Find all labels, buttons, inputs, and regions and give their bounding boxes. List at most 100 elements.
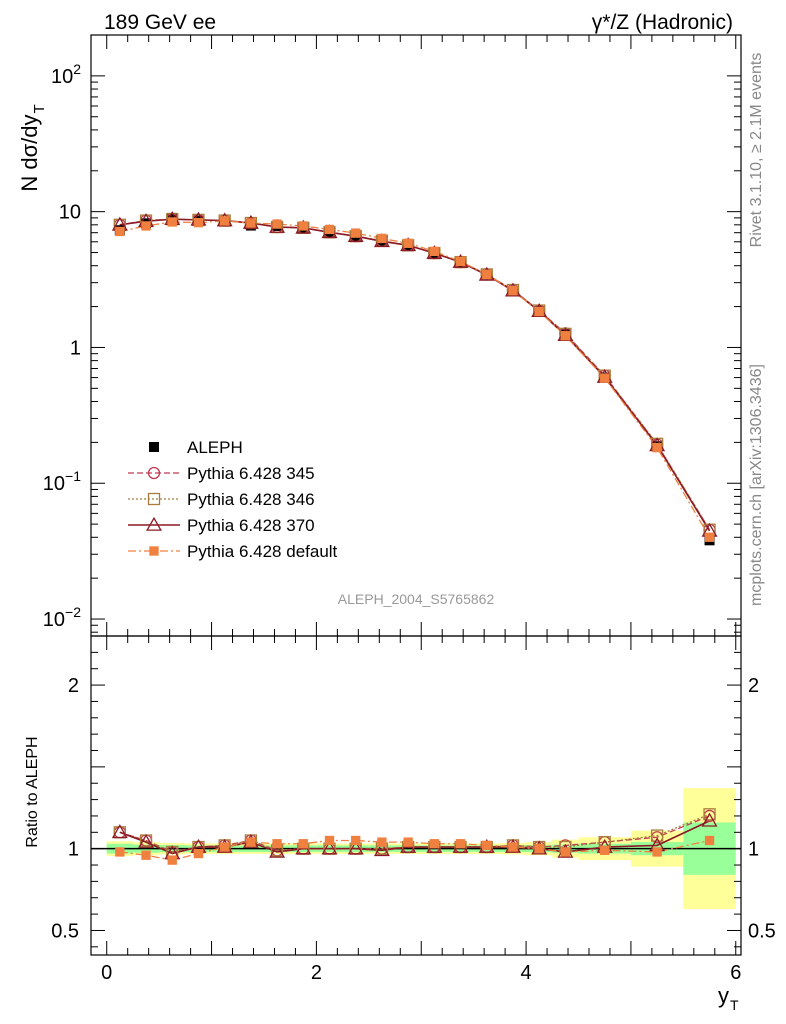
legend-marker-data: [149, 442, 159, 452]
ratio-point-pdefault: [272, 839, 282, 849]
main-point-pdefault: [272, 219, 282, 229]
ratio-point-p370: [269, 843, 286, 858]
main-point-pdefault: [324, 224, 335, 235]
ratio-point-pdefault: [219, 842, 230, 852]
ratio-point-pdefault: [429, 839, 440, 849]
ratio-point-pdefault: [298, 839, 308, 849]
ratio-point-pdefault: [115, 847, 125, 857]
main-point-pdefault: [600, 373, 610, 383]
x-axis-label-text: y: [718, 983, 729, 1008]
ratio-point-pdefault: [455, 839, 466, 849]
ratio-point-pdefault: [403, 837, 413, 847]
main-y-axis-label-text: N dσ/dy: [17, 115, 42, 192]
ratio-series-line-p346: [119, 813, 710, 853]
main-y-axis-label: N dσ/dy T: [17, 104, 48, 191]
ratio-point-p370: [373, 842, 390, 857]
legend-label-p370: Pythia 6.428 370: [187, 516, 315, 535]
ratio-y-tick-label-right: 0.5: [748, 920, 776, 942]
main-point-pdefault: [652, 442, 662, 453]
ratio-point-p370: [111, 824, 128, 839]
main-point-pdefault: [704, 532, 715, 542]
main-y-tick-label: 102: [51, 61, 81, 88]
main-y-tick-label: 10: [59, 202, 81, 224]
main-panel: 10−2 10−1 1 10 102: [43, 34, 742, 637]
ratio-point-pdefault: [141, 850, 151, 860]
ratio-point-pdefault: [377, 837, 387, 847]
main-series-line-p345: [119, 218, 711, 531]
ratio-point-pdefault: [600, 845, 610, 855]
x-tick-label: 2: [311, 962, 322, 984]
legend-marker-pdefault: [149, 546, 159, 556]
mcplots-label: mcplots.cern.ch [arXiv:1306.3436]: [748, 364, 765, 606]
ratio-y-tick-label-right: 2: [748, 675, 759, 697]
ratio-frame: [90, 635, 742, 956]
main-series-line-p346: [119, 218, 711, 531]
legend-label-data: ALEPH: [187, 438, 243, 457]
ratio-point-p370: [138, 833, 155, 848]
legend-marker-p370: [146, 516, 162, 531]
main-point-pdefault: [508, 285, 518, 296]
ratio-point-pdefault: [351, 835, 361, 846]
main-point-pdefault: [167, 217, 177, 227]
main-point-pdefault: [246, 218, 256, 228]
legend-label-pdefault: Pythia 6.428 default: [187, 542, 338, 561]
x-axis-label-sub: T: [730, 997, 739, 1013]
x-axis-label: yT: [718, 983, 739, 1013]
ratio-point-p346: [650, 829, 664, 842]
ratio-point-pdefault: [652, 847, 662, 857]
ratio-y-axis-label: Ratio to ALEPH: [24, 736, 41, 847]
ratio-point-pdefault: [246, 837, 256, 847]
main-y-axis-label-sub: T: [31, 104, 48, 113]
main-point-pdefault: [115, 226, 125, 237]
main-y-tick-label: 10−2: [43, 604, 81, 631]
main-point-pdefault: [141, 221, 151, 231]
ratio-point-p370: [321, 840, 338, 855]
main-point-pdefault: [298, 221, 308, 231]
ratio-point-pdefault: [167, 855, 177, 865]
main-y-tick-label: 10−1: [43, 468, 81, 495]
ratio-point-p370: [347, 840, 364, 855]
ratio-y-tick-label: 1: [68, 839, 79, 861]
main-point-pdefault: [455, 256, 466, 267]
ratio-point-pdefault: [482, 840, 492, 851]
svg-text:yT: yT: [718, 983, 739, 1013]
ratio-y-tick-label-right: 1: [748, 839, 759, 861]
x-tick-label: 6: [730, 962, 741, 984]
main-point-pdefault: [219, 216, 230, 226]
main-point-pdefault: [193, 217, 204, 228]
ratio-point-pdefault: [508, 842, 518, 852]
rivet-version-label: Rivet 3.1.10, ≥ 2.1M events: [748, 53, 765, 248]
main-y-tick-label: 1: [70, 337, 81, 359]
ratio-series-line-p370: [119, 820, 710, 855]
x-tick-label: 0: [101, 962, 112, 984]
legend-marker-p345: [147, 466, 161, 480]
plot-title-right: γ*/Z (Hadronic): [592, 11, 733, 34]
main-point-pdefault: [482, 269, 492, 280]
ratio-point-pdefault: [560, 847, 571, 857]
main-series-line-p370: [119, 218, 711, 532]
legend-label-p346: Pythia 6.428 346: [187, 490, 315, 509]
ratio-panel: 0 2 4 6 0.5 0.5 1 1 2 2: [51, 635, 776, 984]
main-point-pdefault: [377, 233, 387, 244]
main-point-pdefault: [351, 228, 361, 238]
main-point-pdefault: [560, 331, 571, 341]
ratio-y-tick-label: 0.5: [51, 920, 79, 942]
plot-title-left: 189 GeV ee: [104, 11, 216, 34]
ratio-point-p370: [701, 812, 718, 827]
ratio-y-tick-label: 2: [68, 675, 79, 697]
ratio-point-pdefault: [193, 848, 204, 859]
main-point-pdefault: [403, 238, 413, 248]
ratio-point-p346: [703, 808, 716, 821]
legend-marker-p346: [147, 492, 161, 506]
ratio-point-pdefault: [534, 843, 544, 854]
ratio-point-pdefault: [704, 835, 715, 846]
analysis-label: ALEPH_2004_S5765862: [338, 591, 495, 607]
main-point-pdefault: [534, 306, 544, 317]
x-tick-label: 4: [521, 962, 532, 984]
legend: ALEPH Pythia 6.428 345 Pythia 6.428 346 Pyt…: [128, 438, 338, 561]
ratio-point-pdefault: [324, 835, 335, 846]
legend-label-p345: Pythia 6.428 345: [187, 464, 315, 483]
main-point-pdefault: [429, 246, 440, 257]
svg-text:N dσ/dyT: N dσ/dy T: [17, 104, 48, 191]
